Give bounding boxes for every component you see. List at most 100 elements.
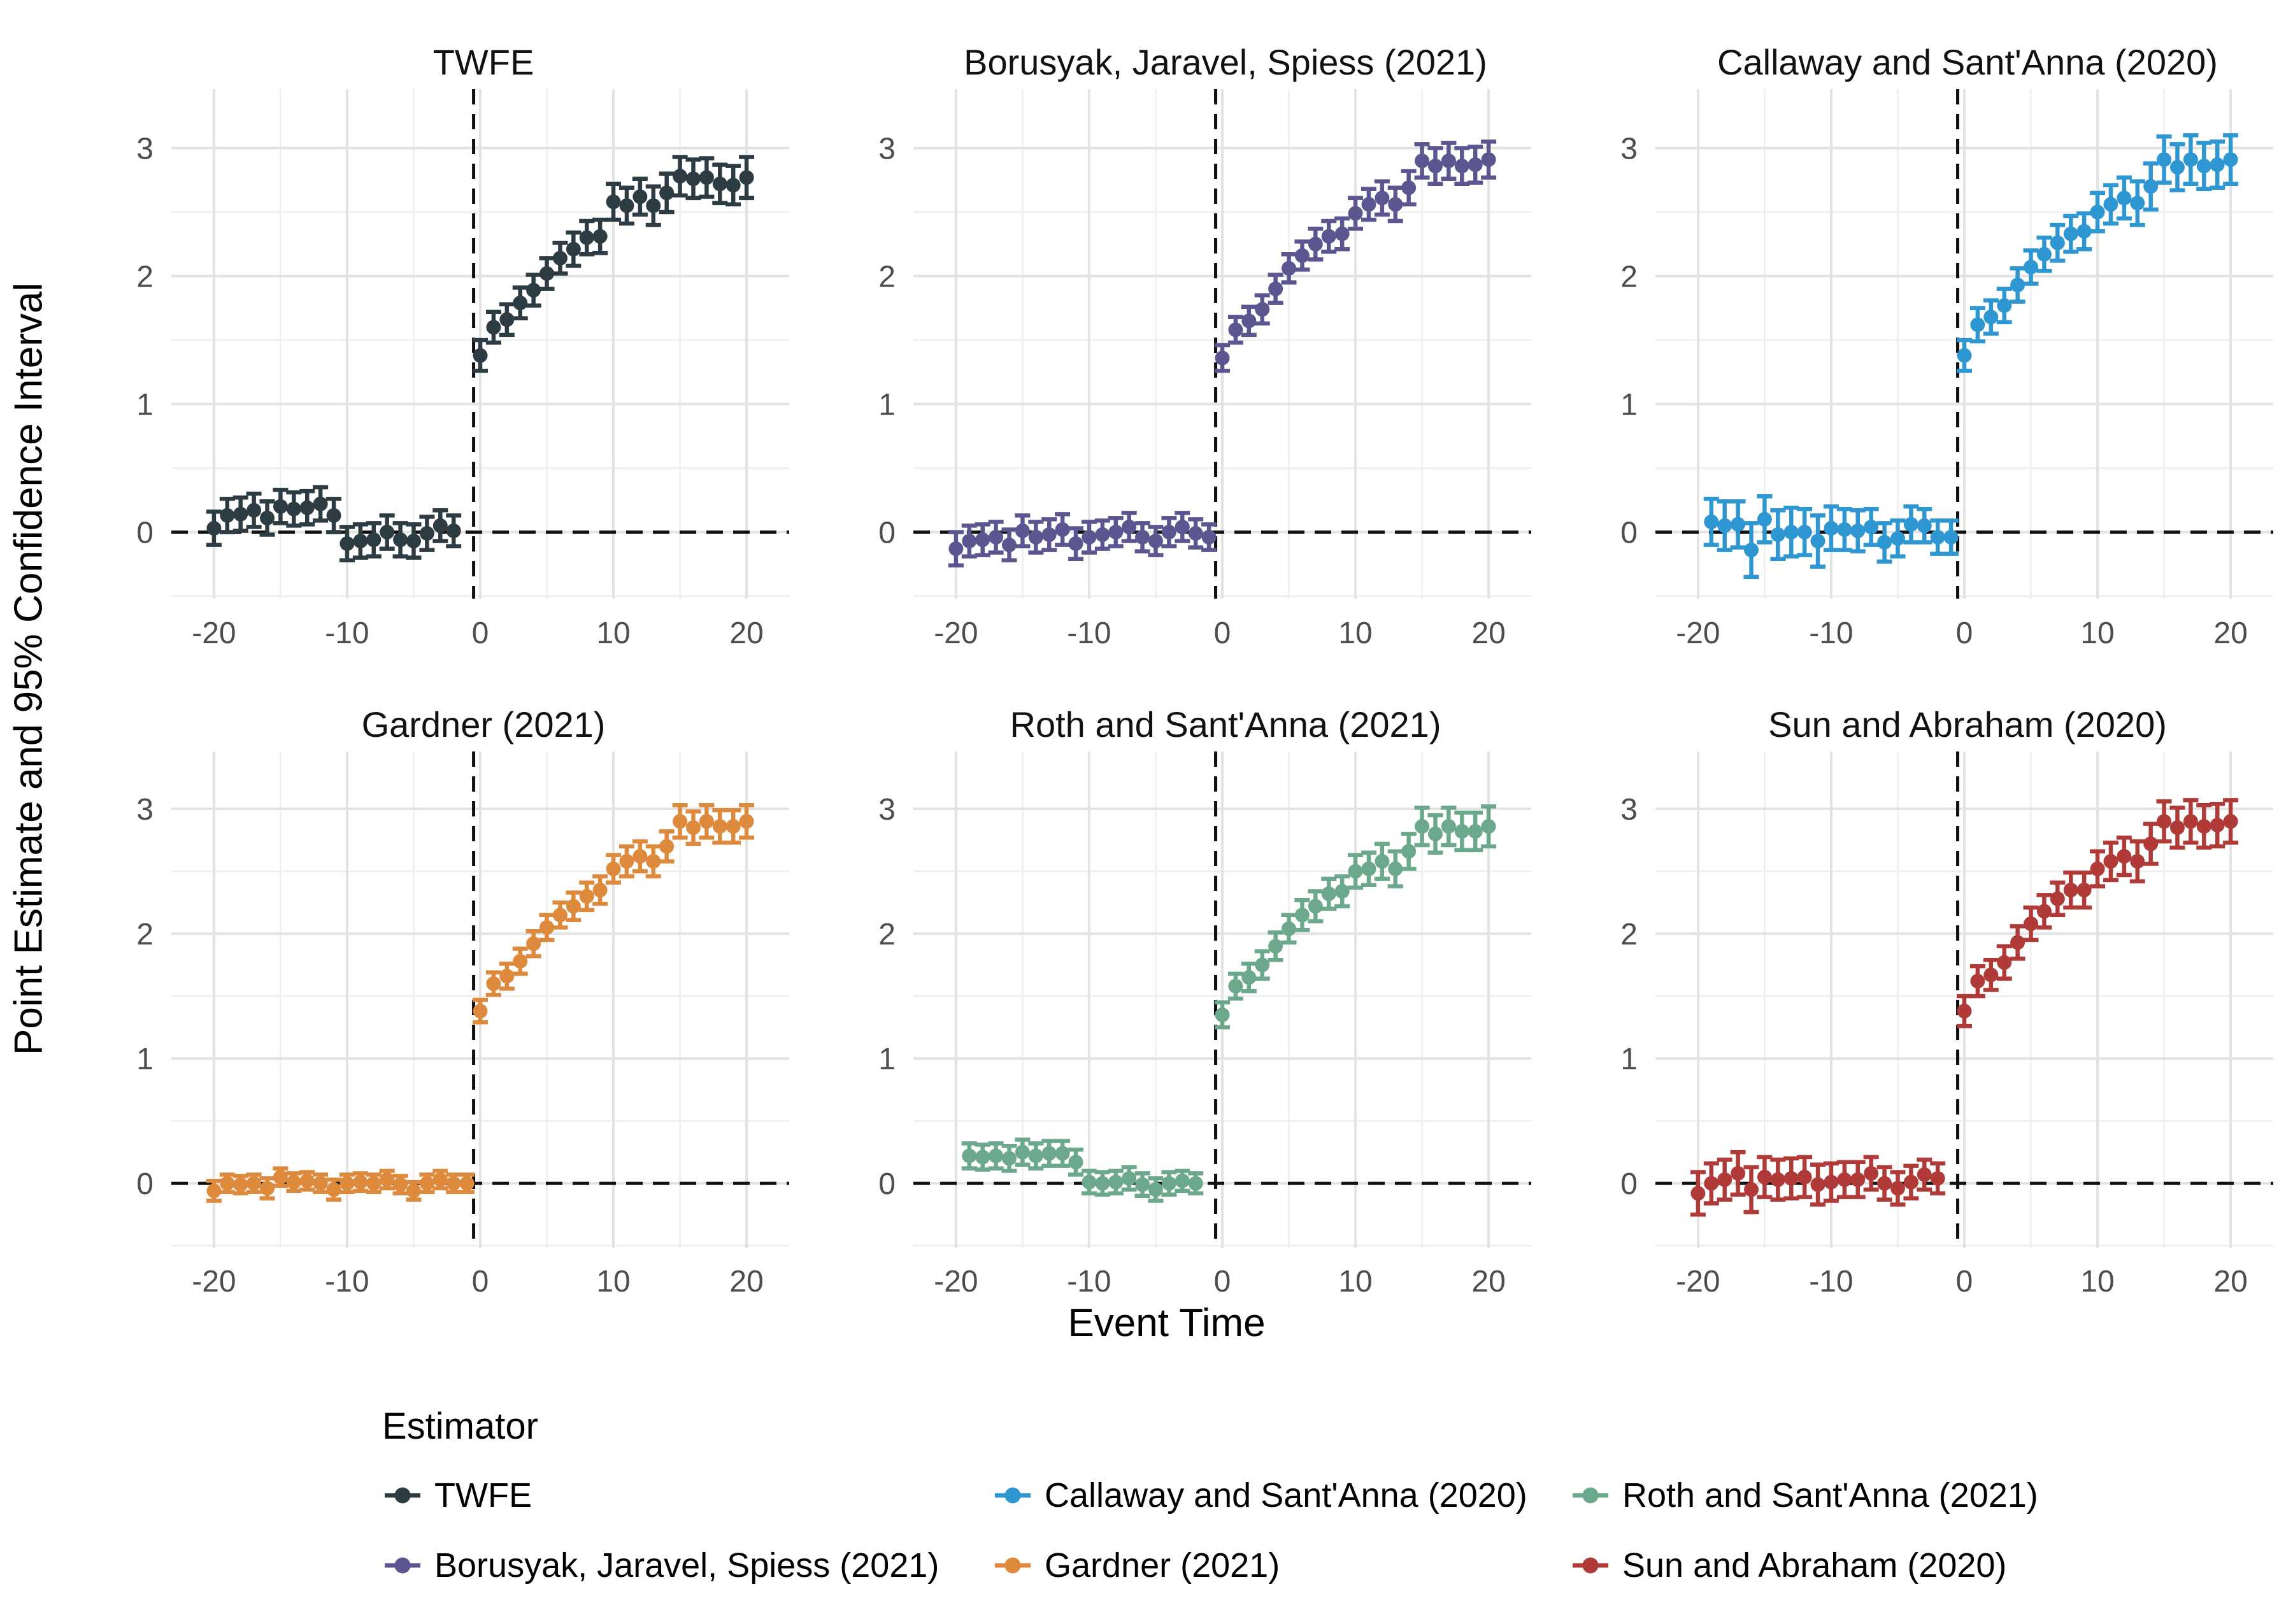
svg-text:2: 2 bbox=[878, 260, 896, 294]
y-tick-labels: 0 1 2 3 bbox=[878, 793, 896, 1201]
svg-text:2: 2 bbox=[1620, 918, 1638, 951]
legend-label: Borusyak, Jaravel, Spiess (2021) bbox=[434, 1546, 939, 1585]
svg-text:0: 0 bbox=[1620, 516, 1638, 550]
facet-plot: 0 1 2 3 -20 -10 0 10 20 bbox=[1620, 751, 2273, 1299]
svg-text:3: 3 bbox=[1620, 132, 1638, 166]
facet-row-2: Gardner (2021) 0 1 2 3 -20 -10 0 10 20 Roth and Sa… bbox=[54, 697, 2280, 1328]
svg-text:-10: -10 bbox=[1809, 1265, 1853, 1299]
svg-text:3: 3 bbox=[878, 793, 896, 827]
legend-item: Sun and Abraham (2020) bbox=[1570, 1541, 2038, 1590]
svg-text:3: 3 bbox=[136, 132, 154, 166]
svg-text:2: 2 bbox=[878, 918, 896, 951]
facet-panel: Sun and Abraham (2020) 0 1 2 3 -20 -10 0 10 20 bbox=[1538, 697, 2280, 1328]
svg-text:1: 1 bbox=[878, 388, 896, 422]
svg-text:-20: -20 bbox=[192, 616, 236, 650]
svg-text:0: 0 bbox=[1214, 1265, 1231, 1299]
svg-text:0: 0 bbox=[1620, 1167, 1638, 1201]
svg-text:-20: -20 bbox=[934, 1265, 978, 1299]
svg-text:3: 3 bbox=[136, 793, 154, 827]
y-axis-title: Point Estimate and 95% Confidence Interv… bbox=[6, 282, 51, 1055]
svg-text:-20: -20 bbox=[934, 616, 978, 650]
svg-text:20: 20 bbox=[729, 1265, 763, 1299]
x-axis-title: Event Time bbox=[1068, 1301, 1266, 1345]
legend-key-pointrange-icon bbox=[1573, 1487, 1608, 1504]
svg-text:1: 1 bbox=[878, 1043, 896, 1076]
legend-key-pointrange-icon bbox=[1573, 1557, 1608, 1574]
svg-text:-20: -20 bbox=[192, 1265, 236, 1299]
svg-text:20: 20 bbox=[2213, 1265, 2247, 1299]
svg-text:3: 3 bbox=[1620, 793, 1638, 827]
legend-key-pointrange-icon bbox=[995, 1487, 1031, 1504]
facet-title: Gardner (2021) bbox=[361, 704, 606, 744]
legend-key-pointrange-icon bbox=[385, 1557, 420, 1574]
facet-title: Callaway and Sant'Anna (2020) bbox=[1717, 42, 2218, 82]
facet-row-1: TWFE 0 1 2 3 -20 -10 0 10 20 Borusyak, Jaravel, Sp… bbox=[54, 35, 2280, 678]
svg-text:20: 20 bbox=[2213, 616, 2247, 650]
x-tick-labels: -20 -10 0 10 20 bbox=[934, 1265, 1506, 1299]
svg-text:0: 0 bbox=[472, 616, 489, 650]
svg-text:0: 0 bbox=[136, 516, 154, 550]
legend-item: Callaway and Sant'Anna (2020) bbox=[992, 1471, 1570, 1520]
legend-label: Sun and Abraham (2020) bbox=[1622, 1546, 2007, 1585]
facet-panel: TWFE 0 1 2 3 -20 -10 0 10 20 bbox=[54, 35, 796, 678]
legend-items: TWFE Callaway and Sant'Anna (2020) Roth an… bbox=[382, 1471, 2038, 1590]
svg-text:1: 1 bbox=[1620, 388, 1638, 422]
legend-item: Borusyak, Jaravel, Spiess (2021) bbox=[382, 1541, 992, 1590]
legend-item: Gardner (2021) bbox=[992, 1541, 1570, 1590]
data-points bbox=[206, 169, 754, 552]
legend-item: TWFE bbox=[382, 1471, 992, 1520]
svg-text:10: 10 bbox=[1338, 616, 1372, 650]
facet-panel: Roth and Sant'Anna (2021) 0 1 2 3 -20 -10 0 10 20 bbox=[796, 697, 1538, 1328]
facet-plot: 0 1 2 3 -20 -10 0 10 20 bbox=[1620, 89, 2273, 650]
data-points bbox=[1704, 152, 2238, 558]
svg-text:20: 20 bbox=[1471, 1265, 1505, 1299]
legend-label: Callaway and Sant'Anna (2020) bbox=[1045, 1476, 1527, 1514]
facet-title: Roth and Sant'Anna (2021) bbox=[1010, 704, 1441, 744]
svg-text:2: 2 bbox=[1620, 260, 1638, 294]
error-bars bbox=[1703, 133, 2239, 580]
svg-text:10: 10 bbox=[2080, 616, 2114, 650]
data-points bbox=[1690, 814, 2238, 1201]
svg-text:10: 10 bbox=[596, 616, 630, 650]
svg-text:20: 20 bbox=[1471, 616, 1505, 650]
svg-text:2: 2 bbox=[136, 260, 154, 294]
y-tick-labels: 0 1 2 3 bbox=[136, 132, 154, 550]
legend-label: Roth and Sant'Anna (2021) bbox=[1622, 1476, 2038, 1514]
legend-label: TWFE bbox=[434, 1476, 532, 1514]
svg-text:0: 0 bbox=[1956, 616, 1973, 650]
svg-text:3: 3 bbox=[878, 132, 896, 166]
facet-panel: Callaway and Sant'Anna (2020) 0 1 2 3 -20 -10 0… bbox=[1538, 35, 2280, 678]
facet-title: TWFE bbox=[432, 42, 534, 82]
svg-text:0: 0 bbox=[1214, 616, 1231, 650]
svg-text:10: 10 bbox=[1338, 1265, 1372, 1299]
legend-key-pointrange-icon bbox=[385, 1487, 420, 1504]
svg-text:-10: -10 bbox=[1067, 1265, 1111, 1299]
data-points bbox=[948, 152, 1496, 557]
x-tick-labels: -20 -10 0 10 20 bbox=[192, 1265, 764, 1299]
svg-text:0: 0 bbox=[1956, 1265, 1973, 1299]
y-tick-labels: 0 1 2 3 bbox=[1620, 793, 1638, 1201]
svg-text:2: 2 bbox=[136, 918, 154, 951]
svg-text:20: 20 bbox=[729, 616, 763, 650]
x-tick-labels: -20 -10 0 10 20 bbox=[1676, 616, 2248, 650]
legend-title: Estimator bbox=[382, 1406, 538, 1447]
error-bars bbox=[961, 804, 1497, 1203]
x-tick-labels: -20 -10 0 10 20 bbox=[1676, 1265, 2248, 1299]
y-tick-labels: 0 1 2 3 bbox=[1620, 132, 1638, 550]
svg-text:1: 1 bbox=[1620, 1043, 1638, 1076]
facet-panel: Borusyak, Jaravel, Spiess (2021) 0 1 2 3 -20-… bbox=[796, 35, 1538, 678]
facet-plot: 0 1 2 3 -20 -10 0 10 20 bbox=[136, 751, 789, 1299]
svg-text:-20: -20 bbox=[1676, 616, 1720, 650]
legend-key-pointrange-icon bbox=[995, 1557, 1031, 1574]
data-points bbox=[206, 814, 754, 1199]
svg-text:10: 10 bbox=[2080, 1265, 2114, 1299]
svg-text:1: 1 bbox=[136, 388, 154, 422]
x-tick-labels: -20 -10 0 10 20 bbox=[192, 616, 764, 650]
facet-plot: 0 1 2 3 -20 -10 0 10 20 bbox=[878, 751, 1531, 1299]
facet-panel: Gardner (2021) 0 1 2 3 -20 -10 0 10 20 bbox=[54, 697, 796, 1328]
gridlines-major bbox=[913, 751, 1531, 1248]
facet-plot: 0 1 2 3 -20 -10 0 10 20 bbox=[136, 89, 789, 650]
svg-text:0: 0 bbox=[472, 1265, 489, 1299]
svg-text:10: 10 bbox=[596, 1265, 630, 1299]
